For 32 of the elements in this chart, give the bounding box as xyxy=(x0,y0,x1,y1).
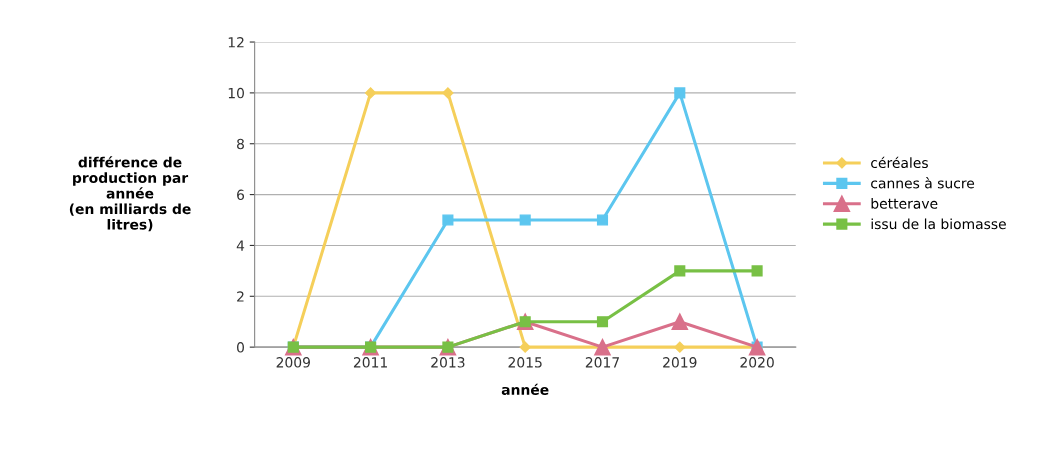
y-tick-label: 4 xyxy=(236,240,245,251)
y-axis-title: différence de production par année (en milliards de litres) xyxy=(69,156,191,232)
point xyxy=(674,87,686,99)
x-tick-label: 2017 xyxy=(585,357,619,368)
x-tick-label: 2019 xyxy=(663,357,697,368)
legend-label: céréales xyxy=(871,156,928,169)
legend-label: issu de la biomasse xyxy=(871,218,1006,230)
point xyxy=(596,316,609,328)
point xyxy=(671,313,689,331)
legend-label: cannes à sucre xyxy=(871,177,975,189)
x-tick-label: 2011 xyxy=(353,357,387,368)
point xyxy=(596,214,609,226)
x-tick-label: 2020 xyxy=(740,357,774,368)
x-tick-label: 2015 xyxy=(508,357,542,368)
y-tick-label: 2 xyxy=(237,291,244,302)
x-tick-label: 2009 xyxy=(276,357,310,368)
point xyxy=(674,265,686,277)
x-axis-title: année xyxy=(501,383,549,395)
point xyxy=(442,214,454,226)
y-tick-label: 10 xyxy=(228,87,244,99)
point xyxy=(519,214,531,226)
point xyxy=(674,341,686,353)
legend-label: betterave xyxy=(871,198,938,209)
y-tick-label: 0 xyxy=(237,342,244,353)
y-tick-label: 12 xyxy=(228,37,244,48)
point xyxy=(751,265,763,277)
y-tick-label: 6 xyxy=(237,189,245,201)
point xyxy=(519,341,531,353)
y-tick-label: 8 xyxy=(237,138,244,150)
x-tick-label: 2013 xyxy=(431,357,465,368)
point xyxy=(442,87,454,99)
point xyxy=(364,87,377,99)
